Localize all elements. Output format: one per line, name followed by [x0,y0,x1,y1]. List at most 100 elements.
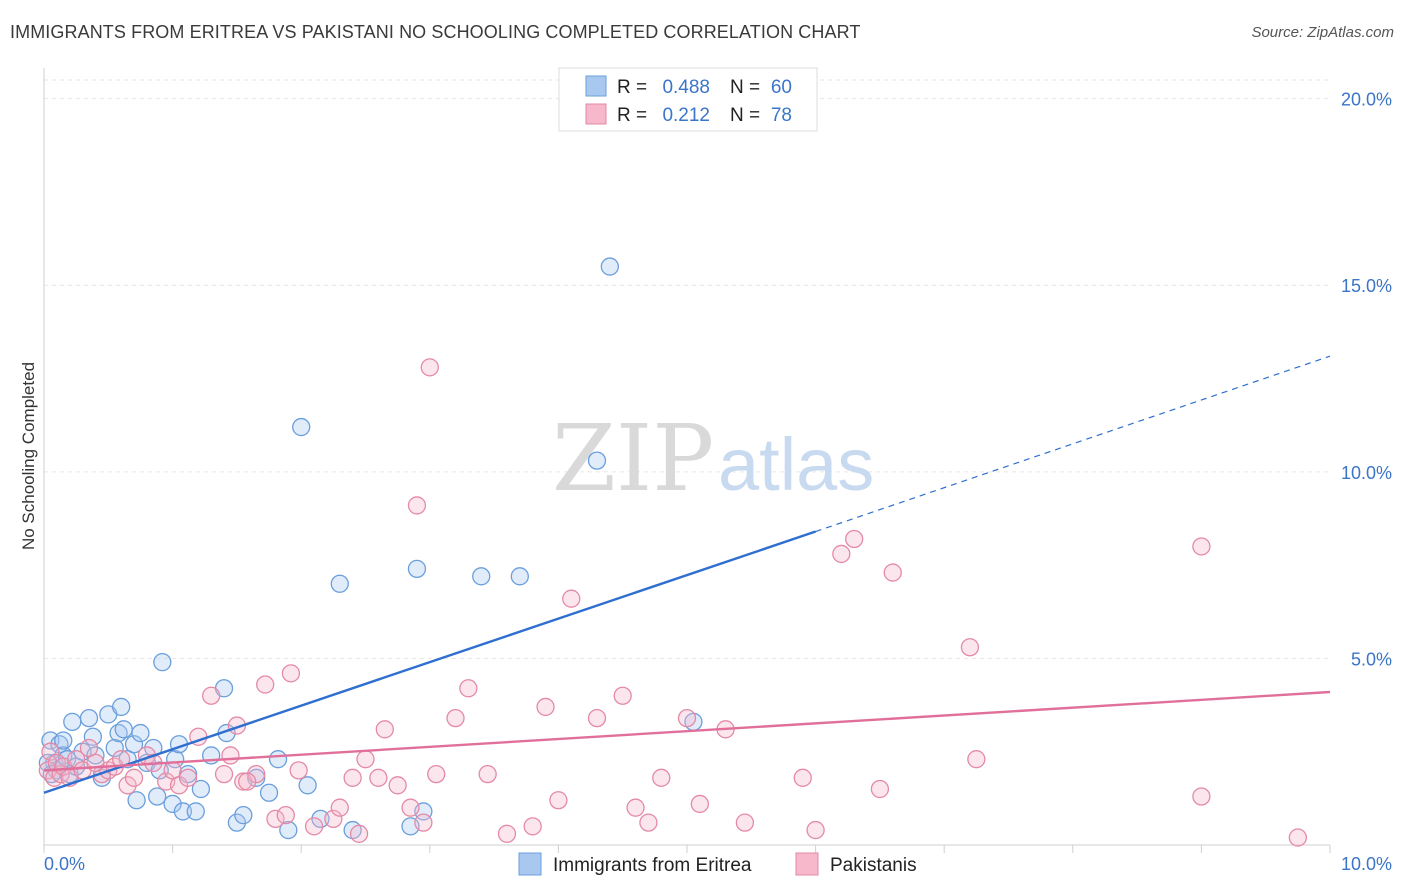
point-s1-70 [883,563,902,582]
point-s1-40 [369,768,388,787]
point-s1-31 [276,805,295,825]
legend-r-value-1: 0.212 [662,105,710,126]
point-s1-34 [304,817,324,836]
chart-title: IMMIGRANTS FROM ERITREA VS PAKISTANI NO … [10,22,861,42]
point-s1-15 [124,768,144,787]
point-s0-44 [292,417,311,437]
point-s1-55 [562,589,581,608]
data-points [38,257,1307,847]
point-s1-39 [356,750,375,769]
legend-r-value-0: 0.488 [662,77,710,98]
point-s1-35 [324,809,343,829]
point-s1-14 [118,776,137,795]
legend-n-value-1: 78 [771,105,792,126]
point-s0-20 [124,735,144,754]
point-s0-31 [173,802,193,821]
point-s0-46 [311,809,330,829]
point-s1-49 [459,679,478,698]
legend-n-label-0: N = [730,77,760,98]
point-s1-56 [587,708,607,728]
point-s1-77 [238,772,257,791]
point-s0-55 [600,257,619,276]
y-tick-label-1: 10.0% [1341,463,1392,483]
point-s1-61 [677,708,697,728]
point-s0-47 [330,574,349,593]
trend-lines [43,355,1331,794]
point-s0-22 [131,723,150,743]
point-s0-26 [150,761,169,780]
point-s1-54 [549,791,568,810]
point-s1-1 [41,742,60,761]
point-s1-24 [214,764,234,784]
point-s1-53 [536,697,555,717]
trend-extension-s0 [815,355,1331,533]
legend-r-label-0: R = [617,77,647,98]
point-s0-17 [112,697,131,717]
point-s0-12 [86,746,105,765]
point-s0-38 [227,813,247,832]
watermark: ZIP atlas [552,405,874,512]
point-s0-53 [510,567,529,586]
point-s1-30 [266,809,285,829]
point-s1-69 [870,779,890,799]
point-s1-72 [967,750,986,769]
legend-r-label-1: R = [617,105,647,126]
point-s1-48 [446,708,465,728]
point-s1-59 [639,813,658,832]
point-s0-52 [472,567,491,586]
point-s1-65 [793,768,812,787]
point-s0-7 [63,712,82,732]
point-s0-33 [186,802,205,821]
point-s1-42 [388,776,407,795]
trend-line-s1 [43,690,1331,772]
point-s1-67 [832,544,851,564]
axes [43,68,1331,853]
point-s0-11 [83,727,103,746]
bottom-legend-label-1: Pakistanis [830,855,917,876]
point-s1-21 [178,768,198,787]
x-tick-label-1: 10.0% [1341,854,1392,874]
point-s1-46 [420,358,439,377]
point-s1-43 [401,798,420,817]
point-s0-15 [105,738,124,758]
point-s0-50 [407,559,427,579]
point-s0-25 [148,787,167,806]
tick-labels: 5.0% 10.0% 15.0% 20.0% 0.0% 10.0% [44,90,1392,874]
point-s0-43 [279,820,298,840]
point-s0-54 [587,451,607,470]
point-s1-25 [221,746,240,765]
y-tick-label-0: 5.0% [1351,649,1392,669]
point-s1-58 [626,798,645,817]
point-s1-23 [202,686,221,705]
legend-swatch-1 [585,103,607,125]
x-tick-label-0: 0.0% [44,854,85,874]
y-axis-title: No Schooling Completed [19,362,38,550]
point-s1-38 [349,824,369,843]
point-s1-76 [86,753,105,773]
point-s1-45 [414,813,433,832]
point-s1-47 [427,764,446,784]
point-s0-59 [54,731,73,750]
legend-bottom: Immigrants from Eritrea Pakistanis [518,852,917,876]
bottom-legend-swatch-0 [518,852,542,876]
point-s0-18 [114,720,133,739]
point-s1-29 [256,675,275,694]
point-s0-10 [79,708,99,728]
point-s1-36 [330,798,349,817]
point-s1-32 [281,664,301,683]
point-s1-52 [523,817,542,836]
legend-top: R = 0.488 N = 60 R = 0.212 N = 78 [558,67,818,132]
point-s0-27 [153,652,172,672]
point-s1-64 [735,813,755,832]
point-s0-34 [191,779,211,799]
point-s0-21 [127,791,146,810]
point-s1-60 [652,768,671,787]
point-s1-33 [289,761,308,780]
point-s1-68 [845,529,864,549]
point-s0-39 [234,805,253,825]
point-s0-45 [298,776,317,795]
watermark-zip: ZIP [552,405,714,512]
point-s1-74 [1192,787,1211,806]
legend-n-value-0: 60 [771,77,792,98]
